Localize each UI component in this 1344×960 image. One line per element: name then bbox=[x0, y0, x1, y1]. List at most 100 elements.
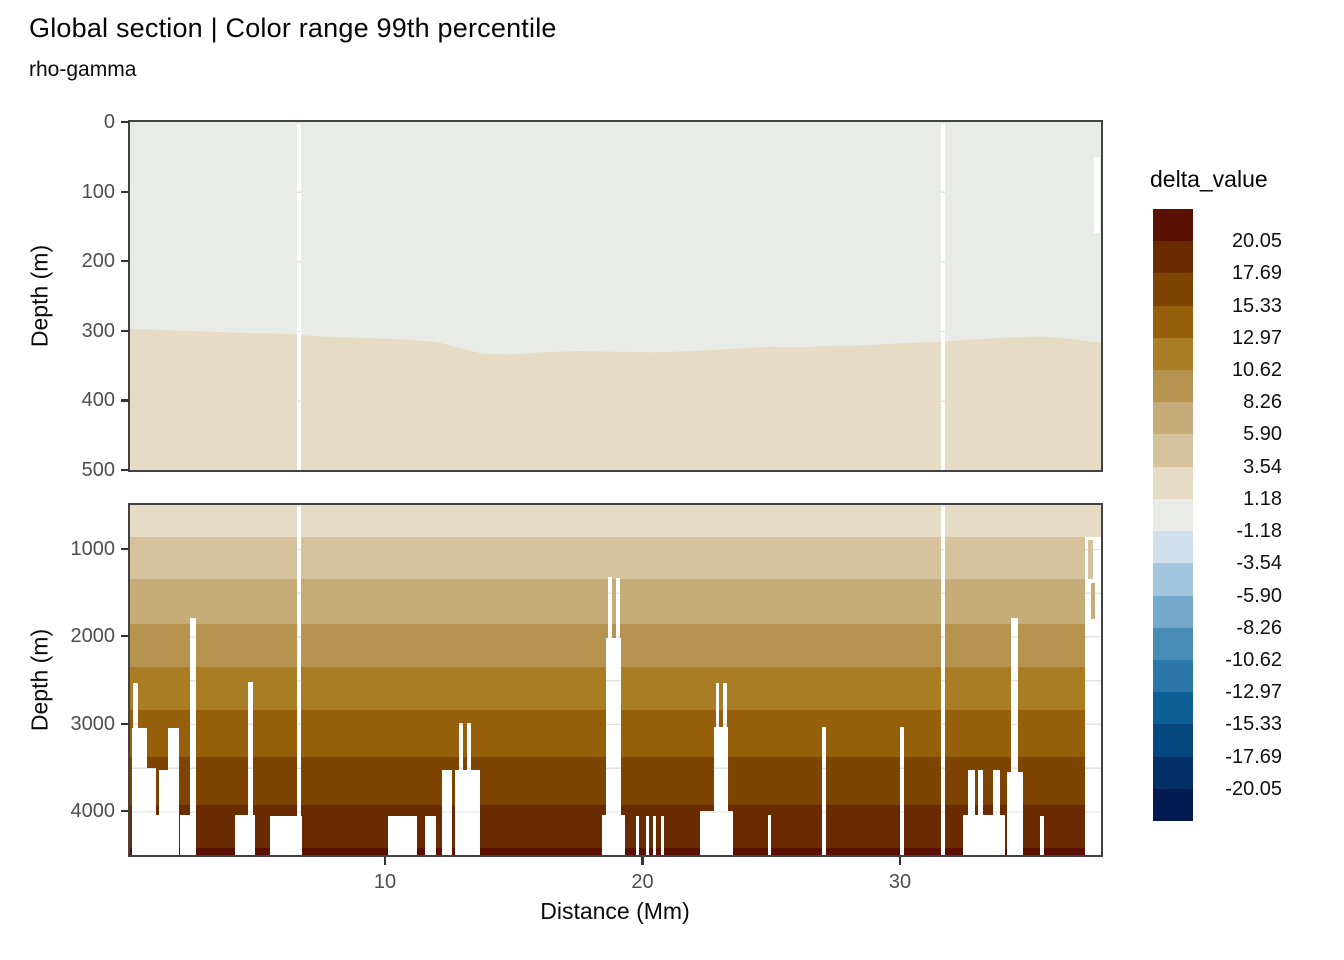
x-tick-label: 10 bbox=[373, 871, 397, 893]
data-gap bbox=[653, 815, 656, 855]
data-gap bbox=[147, 768, 157, 855]
data-gap bbox=[248, 682, 253, 855]
data-gap bbox=[158, 770, 168, 855]
legend-label: -1.18 bbox=[1236, 520, 1282, 543]
legend-color-cell bbox=[1153, 273, 1193, 307]
x-tick-mark bbox=[898, 857, 902, 865]
legend-label: -15.33 bbox=[1225, 713, 1282, 736]
color-band bbox=[130, 537, 1101, 579]
data-gap bbox=[978, 770, 983, 855]
legend-label: -8.26 bbox=[1236, 616, 1282, 639]
legend-color-cell bbox=[1153, 434, 1193, 468]
data-gap bbox=[636, 815, 639, 855]
legend-color-cell bbox=[1153, 241, 1193, 274]
data-gap bbox=[388, 815, 417, 855]
legend-label: 8.26 bbox=[1243, 391, 1282, 414]
y-tick-mark bbox=[121, 399, 129, 402]
legend-label: 20.05 bbox=[1231, 230, 1282, 253]
legend-label: 1.18 bbox=[1243, 487, 1282, 510]
legend-color-cell bbox=[1153, 724, 1193, 758]
x-tick-mark bbox=[383, 857, 387, 865]
data-gap bbox=[466, 722, 471, 855]
data-gap bbox=[167, 728, 179, 855]
data-gap bbox=[180, 815, 191, 855]
color-band bbox=[130, 505, 1101, 538]
legend-color-cell bbox=[1153, 692, 1193, 725]
y-tick-mark bbox=[121, 810, 129, 813]
data-gap bbox=[190, 618, 196, 855]
data-gap bbox=[269, 815, 303, 855]
y-tick-label: 2000 bbox=[70, 625, 116, 648]
y-tick-mark bbox=[121, 547, 129, 550]
legend-label: -10.62 bbox=[1225, 648, 1282, 671]
y-tick-mark bbox=[121, 722, 129, 725]
legend-color-cell bbox=[1153, 337, 1193, 371]
legend-color-cell bbox=[1153, 531, 1193, 564]
legend-label: -12.97 bbox=[1225, 681, 1282, 704]
legend-color-cell bbox=[1153, 788, 1193, 822]
legend-color-cell bbox=[1153, 563, 1193, 597]
legend-label: -20.05 bbox=[1225, 777, 1282, 800]
data-gap bbox=[296, 505, 302, 855]
data-gap bbox=[821, 727, 827, 855]
page-subtitle: rho-gamma bbox=[29, 58, 137, 81]
y-tick-mark bbox=[121, 329, 129, 332]
legend-label: 3.54 bbox=[1243, 455, 1282, 478]
legend-color-cell bbox=[1153, 659, 1193, 693]
data-gap bbox=[967, 770, 975, 855]
data-gap bbox=[900, 727, 905, 855]
data-gap bbox=[715, 682, 719, 855]
data-gap bbox=[940, 505, 946, 855]
legend-label: -5.90 bbox=[1236, 584, 1282, 607]
legend-color-cell bbox=[1153, 209, 1193, 242]
y-tick-label: 1000 bbox=[70, 537, 116, 560]
legend-color-cell bbox=[1153, 627, 1193, 661]
data-gap bbox=[296, 122, 302, 470]
data-gap bbox=[1084, 537, 1101, 855]
data-gap bbox=[607, 576, 613, 855]
data-gap bbox=[424, 815, 436, 855]
legend-color-cell bbox=[1153, 466, 1193, 500]
data-patch bbox=[1091, 582, 1095, 619]
y-tick-label: 300 bbox=[81, 319, 115, 342]
legend-label: 12.97 bbox=[1231, 326, 1282, 349]
x-tick-label: 20 bbox=[631, 871, 654, 893]
legend-label: 10.62 bbox=[1231, 359, 1282, 382]
y-tick-mark bbox=[121, 190, 129, 193]
y-tick-label: 0 bbox=[103, 111, 115, 133]
legend-label: 17.69 bbox=[1231, 262, 1282, 285]
y-tick-mark bbox=[121, 469, 129, 472]
legend-color-cell bbox=[1153, 498, 1193, 532]
data-gap bbox=[458, 722, 463, 855]
data-gap bbox=[1093, 156, 1101, 234]
y-tick-label: 3000 bbox=[70, 712, 116, 735]
surface-lower-layer bbox=[130, 328, 1101, 470]
x-tick-mark bbox=[641, 857, 644, 865]
data-gap bbox=[646, 815, 649, 855]
y-tick-label: 400 bbox=[81, 389, 115, 412]
surface-panel bbox=[130, 122, 1101, 470]
data-gap bbox=[1040, 815, 1044, 855]
x-tick-label: 30 bbox=[888, 871, 912, 893]
data-gap bbox=[940, 122, 946, 470]
y-tick-mark bbox=[121, 635, 129, 638]
color-band bbox=[130, 578, 1101, 624]
legend-label: 5.90 bbox=[1243, 423, 1282, 446]
y-tick-label: 500 bbox=[81, 459, 115, 481]
data-gap bbox=[441, 770, 452, 855]
y-tick-label: 200 bbox=[81, 250, 115, 273]
data-gap bbox=[615, 577, 621, 855]
legend-label: -17.69 bbox=[1225, 745, 1282, 768]
legend-color-cell bbox=[1153, 305, 1193, 339]
data-gap bbox=[723, 682, 727, 855]
data-gap bbox=[1010, 617, 1018, 855]
legend-label: -3.54 bbox=[1236, 552, 1282, 575]
legend-color-cell bbox=[1153, 402, 1193, 435]
legend-label: 15.33 bbox=[1231, 294, 1282, 317]
data-gap bbox=[767, 815, 771, 855]
data-gap bbox=[156, 815, 160, 855]
legend-color-cell bbox=[1153, 370, 1193, 403]
deep-panel bbox=[130, 505, 1101, 855]
y-tick-mark bbox=[121, 260, 129, 263]
